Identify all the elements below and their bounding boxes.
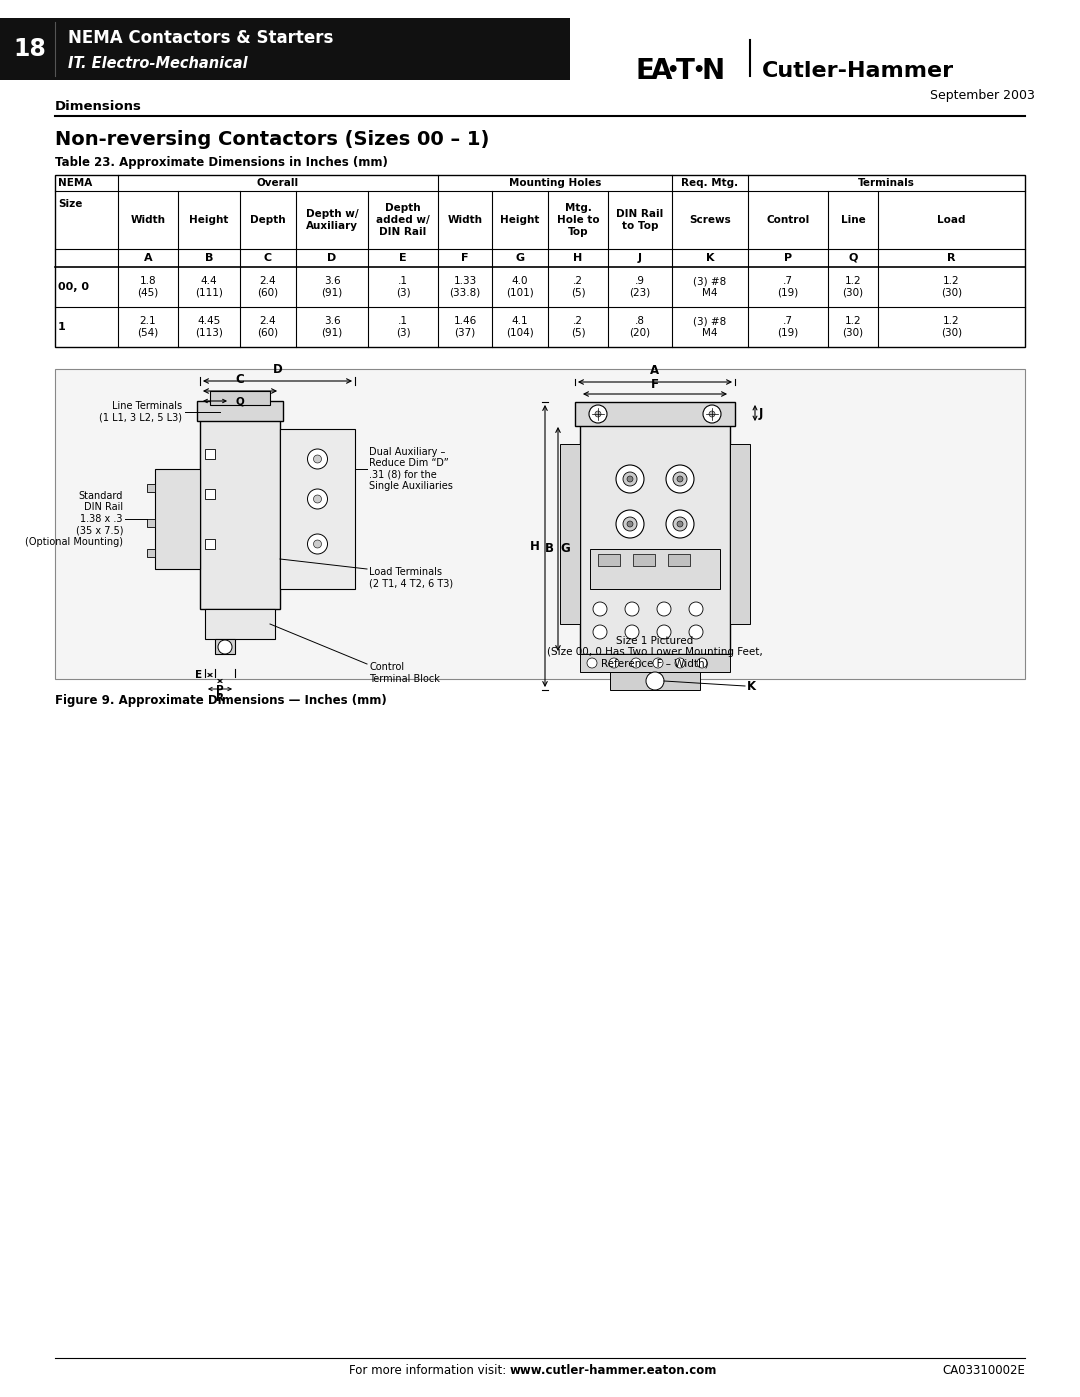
Text: H: H bbox=[573, 253, 582, 263]
Text: Mtg.
Hole to
Top: Mtg. Hole to Top bbox=[556, 203, 599, 237]
Text: 4.4
(111): 4.4 (111) bbox=[195, 277, 222, 298]
Text: Height: Height bbox=[500, 215, 540, 225]
Text: IT. Electro-Mechanical: IT. Electro-Mechanical bbox=[68, 56, 247, 71]
Text: Load: Load bbox=[937, 215, 966, 225]
Circle shape bbox=[313, 455, 322, 462]
Text: D: D bbox=[272, 363, 282, 376]
Text: R: R bbox=[947, 253, 956, 263]
Circle shape bbox=[588, 658, 597, 668]
Text: 2.1
(54): 2.1 (54) bbox=[137, 316, 159, 338]
Text: 00, 0: 00, 0 bbox=[58, 282, 89, 292]
Circle shape bbox=[657, 624, 671, 638]
Circle shape bbox=[666, 510, 694, 538]
Circle shape bbox=[308, 489, 327, 509]
Text: J: J bbox=[759, 407, 764, 419]
Text: E: E bbox=[194, 671, 202, 680]
Text: Standard
DIN Rail
1.38 x .3
(35 x 7.5)
(Optional Mounting): Standard DIN Rail 1.38 x .3 (35 x 7.5) (… bbox=[25, 490, 123, 548]
Text: Screws: Screws bbox=[689, 215, 731, 225]
Circle shape bbox=[657, 602, 671, 616]
Text: (3) #8
M4: (3) #8 M4 bbox=[693, 316, 727, 338]
Text: R: R bbox=[216, 693, 224, 703]
Text: NEMA Contactors & Starters: NEMA Contactors & Starters bbox=[68, 29, 334, 47]
Circle shape bbox=[677, 521, 683, 527]
Text: (3) #8
M4: (3) #8 M4 bbox=[693, 277, 727, 298]
Text: Size 1 Pictured
(Size 00, 0 Has Two Lower Mounting Feet,
Reference F – Width): Size 1 Pictured (Size 00, 0 Has Two Lowe… bbox=[548, 636, 762, 669]
Text: 1.2
(30): 1.2 (30) bbox=[941, 316, 962, 338]
Text: K: K bbox=[705, 253, 714, 263]
Text: P: P bbox=[216, 685, 224, 694]
Circle shape bbox=[308, 448, 327, 469]
Text: Depth
added w/
DIN Rail: Depth added w/ DIN Rail bbox=[376, 203, 430, 237]
Bar bbox=[55, 175, 1025, 346]
Text: 4.45
(113): 4.45 (113) bbox=[195, 316, 222, 338]
Text: .1
(3): .1 (3) bbox=[395, 316, 410, 338]
Bar bbox=[598, 555, 620, 566]
Text: C: C bbox=[264, 253, 272, 263]
Text: Terminals: Terminals bbox=[859, 177, 915, 189]
Text: C: C bbox=[235, 373, 244, 386]
Text: Dual Auxiliary –
Reduce Dim “D”
.31 (8) for the
Single Auxiliaries: Dual Auxiliary – Reduce Dim “D” .31 (8) … bbox=[369, 447, 453, 492]
Text: Q: Q bbox=[848, 253, 858, 263]
Bar bbox=[575, 402, 735, 426]
Bar bbox=[633, 555, 654, 566]
Text: D: D bbox=[327, 253, 337, 263]
Text: 1.33
(33.8): 1.33 (33.8) bbox=[449, 277, 481, 298]
Bar bbox=[561, 444, 580, 624]
Circle shape bbox=[666, 465, 694, 493]
Bar bbox=[205, 609, 275, 638]
Text: Depth w/
Auxiliary: Depth w/ Auxiliary bbox=[306, 210, 359, 231]
Text: Control: Control bbox=[767, 215, 810, 225]
Text: Q: Q bbox=[235, 395, 244, 407]
Bar bbox=[580, 654, 730, 672]
Text: E: E bbox=[400, 253, 407, 263]
Text: Control
Terminal Block: Control Terminal Block bbox=[369, 662, 440, 683]
Circle shape bbox=[708, 411, 715, 416]
Bar bbox=[200, 419, 280, 609]
Text: Width: Width bbox=[131, 215, 165, 225]
Text: .9
(23): .9 (23) bbox=[630, 277, 650, 298]
Bar bbox=[590, 549, 720, 590]
Circle shape bbox=[673, 517, 687, 531]
Text: DIN Rail
to Top: DIN Rail to Top bbox=[617, 210, 663, 231]
Circle shape bbox=[646, 672, 664, 690]
Text: .2
(5): .2 (5) bbox=[570, 316, 585, 338]
Circle shape bbox=[625, 624, 639, 638]
Text: Line: Line bbox=[840, 215, 865, 225]
Text: www.cutler-hammer.eaton.com: www.cutler-hammer.eaton.com bbox=[510, 1363, 717, 1376]
Text: A: A bbox=[651, 57, 673, 85]
Text: Width: Width bbox=[447, 215, 483, 225]
Text: •: • bbox=[666, 60, 678, 80]
Text: .8
(20): .8 (20) bbox=[630, 316, 650, 338]
Text: J: J bbox=[638, 253, 642, 263]
Text: Req. Mtg.: Req. Mtg. bbox=[681, 177, 739, 189]
Circle shape bbox=[313, 541, 322, 548]
Circle shape bbox=[595, 411, 600, 416]
Text: September 2003: September 2003 bbox=[930, 89, 1035, 102]
Bar bbox=[156, 469, 200, 569]
Text: B: B bbox=[205, 253, 213, 263]
Circle shape bbox=[589, 405, 607, 423]
Circle shape bbox=[593, 602, 607, 616]
Circle shape bbox=[697, 658, 707, 668]
Text: 1.2
(30): 1.2 (30) bbox=[842, 277, 864, 298]
Bar bbox=[205, 489, 215, 499]
Text: Table 23. Approximate Dimensions in Inches (mm): Table 23. Approximate Dimensions in Inch… bbox=[55, 156, 388, 169]
Text: .1
(3): .1 (3) bbox=[395, 277, 410, 298]
Text: 3.6
(91): 3.6 (91) bbox=[322, 277, 342, 298]
Circle shape bbox=[673, 472, 687, 486]
Text: NEMA: NEMA bbox=[58, 177, 92, 189]
Circle shape bbox=[627, 521, 633, 527]
Circle shape bbox=[593, 624, 607, 638]
Text: 2.4
(60): 2.4 (60) bbox=[257, 316, 279, 338]
Text: Mounting Holes: Mounting Holes bbox=[509, 177, 602, 189]
Circle shape bbox=[623, 517, 637, 531]
Bar bbox=[205, 448, 215, 460]
Bar bbox=[147, 483, 156, 492]
Circle shape bbox=[616, 510, 644, 538]
Text: 1.8
(45): 1.8 (45) bbox=[137, 277, 159, 298]
Bar bbox=[580, 425, 730, 654]
Text: •: • bbox=[692, 60, 704, 80]
Bar bbox=[669, 555, 690, 566]
Bar bbox=[215, 638, 235, 654]
Circle shape bbox=[627, 476, 633, 482]
